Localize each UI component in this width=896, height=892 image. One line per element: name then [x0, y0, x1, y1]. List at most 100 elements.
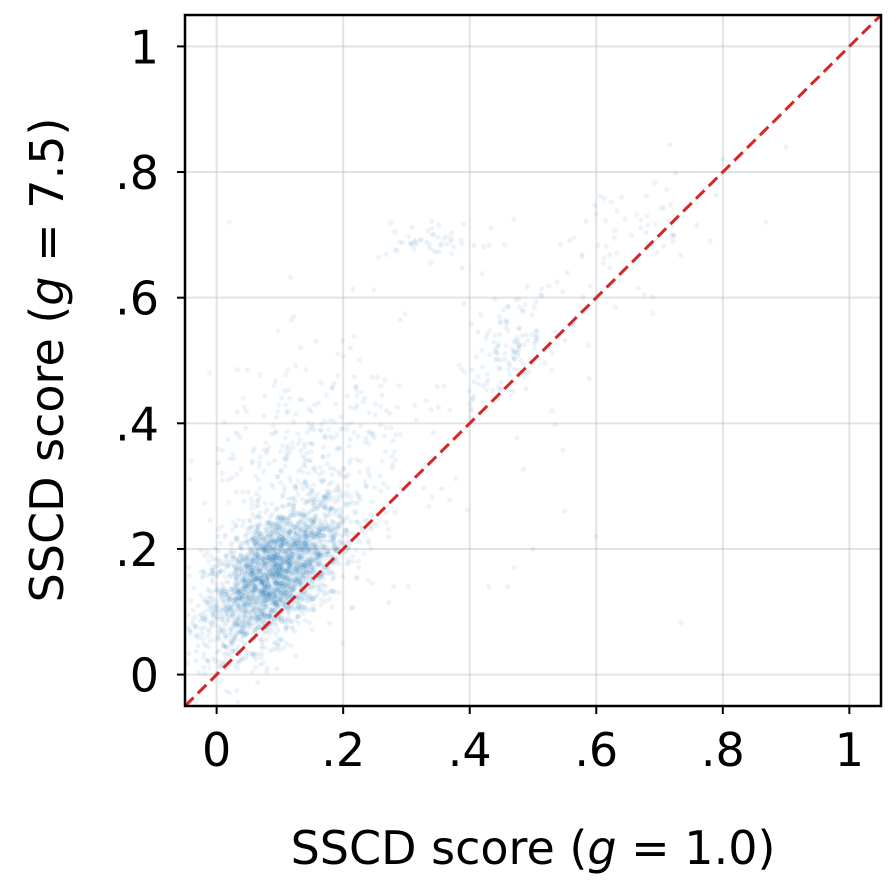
scatter-point	[196, 670, 202, 676]
scatter-point	[297, 547, 304, 553]
scatter-point	[269, 545, 276, 551]
scatter-point	[234, 566, 240, 572]
scatter-point	[246, 580, 252, 587]
scatter-point	[223, 553, 229, 559]
scatter-point	[261, 413, 267, 419]
scatter-point	[334, 432, 340, 439]
scatter-point	[276, 547, 282, 553]
scatter-point	[298, 518, 304, 524]
scatter-point	[310, 567, 317, 573]
scatter-point	[343, 502, 349, 508]
scatter-point	[267, 514, 273, 520]
scatter-point	[301, 534, 307, 540]
scatter-point	[266, 613, 272, 619]
scatter-point	[273, 554, 279, 560]
scatter-point	[213, 606, 220, 613]
scatter-point	[205, 644, 211, 650]
scatter-point	[255, 498, 261, 504]
scatter-point	[280, 601, 286, 607]
scatter-point	[311, 517, 318, 523]
scatter-point	[300, 572, 306, 578]
scatter-point	[225, 562, 231, 568]
scatter-point	[297, 537, 303, 543]
scatter-point	[305, 607, 311, 614]
scatter-point	[218, 608, 224, 614]
scatter-point	[255, 619, 262, 625]
scatter-point	[279, 395, 285, 401]
scatter-point	[190, 607, 196, 613]
scatter-point	[286, 578, 292, 584]
scatter-point	[262, 645, 268, 651]
scatter-point	[199, 615, 205, 622]
scatter-point	[269, 627, 275, 633]
scatter-point	[363, 483, 369, 489]
scatter-point	[238, 622, 244, 629]
scatter-point	[328, 588, 334, 594]
scatter-point	[224, 602, 230, 608]
scatter-point	[265, 543, 271, 549]
scatter-point	[311, 518, 317, 524]
scatter-point	[303, 527, 309, 533]
scatter-point	[473, 354, 480, 360]
scatter-point	[266, 523, 272, 529]
scatter-point	[268, 572, 275, 578]
scatter-point	[302, 604, 308, 611]
scatter-point	[248, 559, 254, 565]
scatter-point	[305, 470, 312, 476]
scatter-point	[285, 553, 291, 559]
scatter-point	[261, 551, 268, 557]
scatter-point	[282, 572, 288, 578]
scatter-point	[212, 545, 218, 551]
scatter-point	[243, 581, 249, 587]
scatter-point	[587, 283, 593, 289]
scatter-point	[278, 588, 284, 595]
scatter-point	[492, 296, 498, 302]
scatter-point	[502, 356, 508, 362]
scatter-point	[327, 510, 333, 517]
scatter-point	[235, 600, 241, 606]
scatter-point	[262, 592, 268, 598]
scatter-point	[345, 529, 351, 535]
scatter-point	[293, 531, 299, 537]
scatter-point	[307, 571, 313, 577]
scatter-point	[308, 508, 314, 515]
scatter-point	[240, 604, 246, 610]
scatter-point	[285, 520, 291, 526]
scatter-point	[224, 553, 230, 559]
scatter-point	[302, 562, 308, 568]
scatter-point	[239, 557, 245, 564]
scatter-point	[247, 574, 253, 580]
scatter-point	[336, 539, 342, 545]
scatter-point	[261, 598, 267, 604]
scatter-point	[225, 617, 231, 623]
scatter-point	[222, 574, 228, 580]
scatter-point	[271, 577, 277, 583]
scatter-point	[428, 406, 434, 412]
scatter-point	[317, 602, 324, 608]
scatter-point	[532, 345, 538, 352]
scatter-point	[259, 571, 265, 577]
scatter-point	[245, 588, 251, 594]
scatter-point	[633, 212, 640, 218]
scatter-point	[198, 613, 204, 619]
scatter-point	[244, 630, 250, 636]
scatter-point	[308, 408, 314, 415]
scatter-point	[188, 458, 194, 464]
scatter-point	[283, 572, 289, 578]
scatter-point	[310, 556, 316, 562]
scatter-point	[295, 520, 301, 526]
scatter-point	[193, 648, 199, 654]
scatter-point	[374, 374, 380, 381]
scatter-point	[284, 519, 290, 525]
scatter-point	[265, 547, 271, 553]
scatter-point	[312, 541, 318, 547]
scatter-point	[301, 567, 307, 574]
scatter-point	[186, 573, 192, 579]
scatter-point	[272, 553, 278, 559]
scatter-point	[311, 565, 317, 571]
scatter-point	[520, 466, 526, 472]
scatter-point	[286, 563, 292, 570]
scatter-point	[320, 523, 327, 529]
scatter-point	[317, 536, 324, 542]
scatter-point	[287, 530, 293, 536]
